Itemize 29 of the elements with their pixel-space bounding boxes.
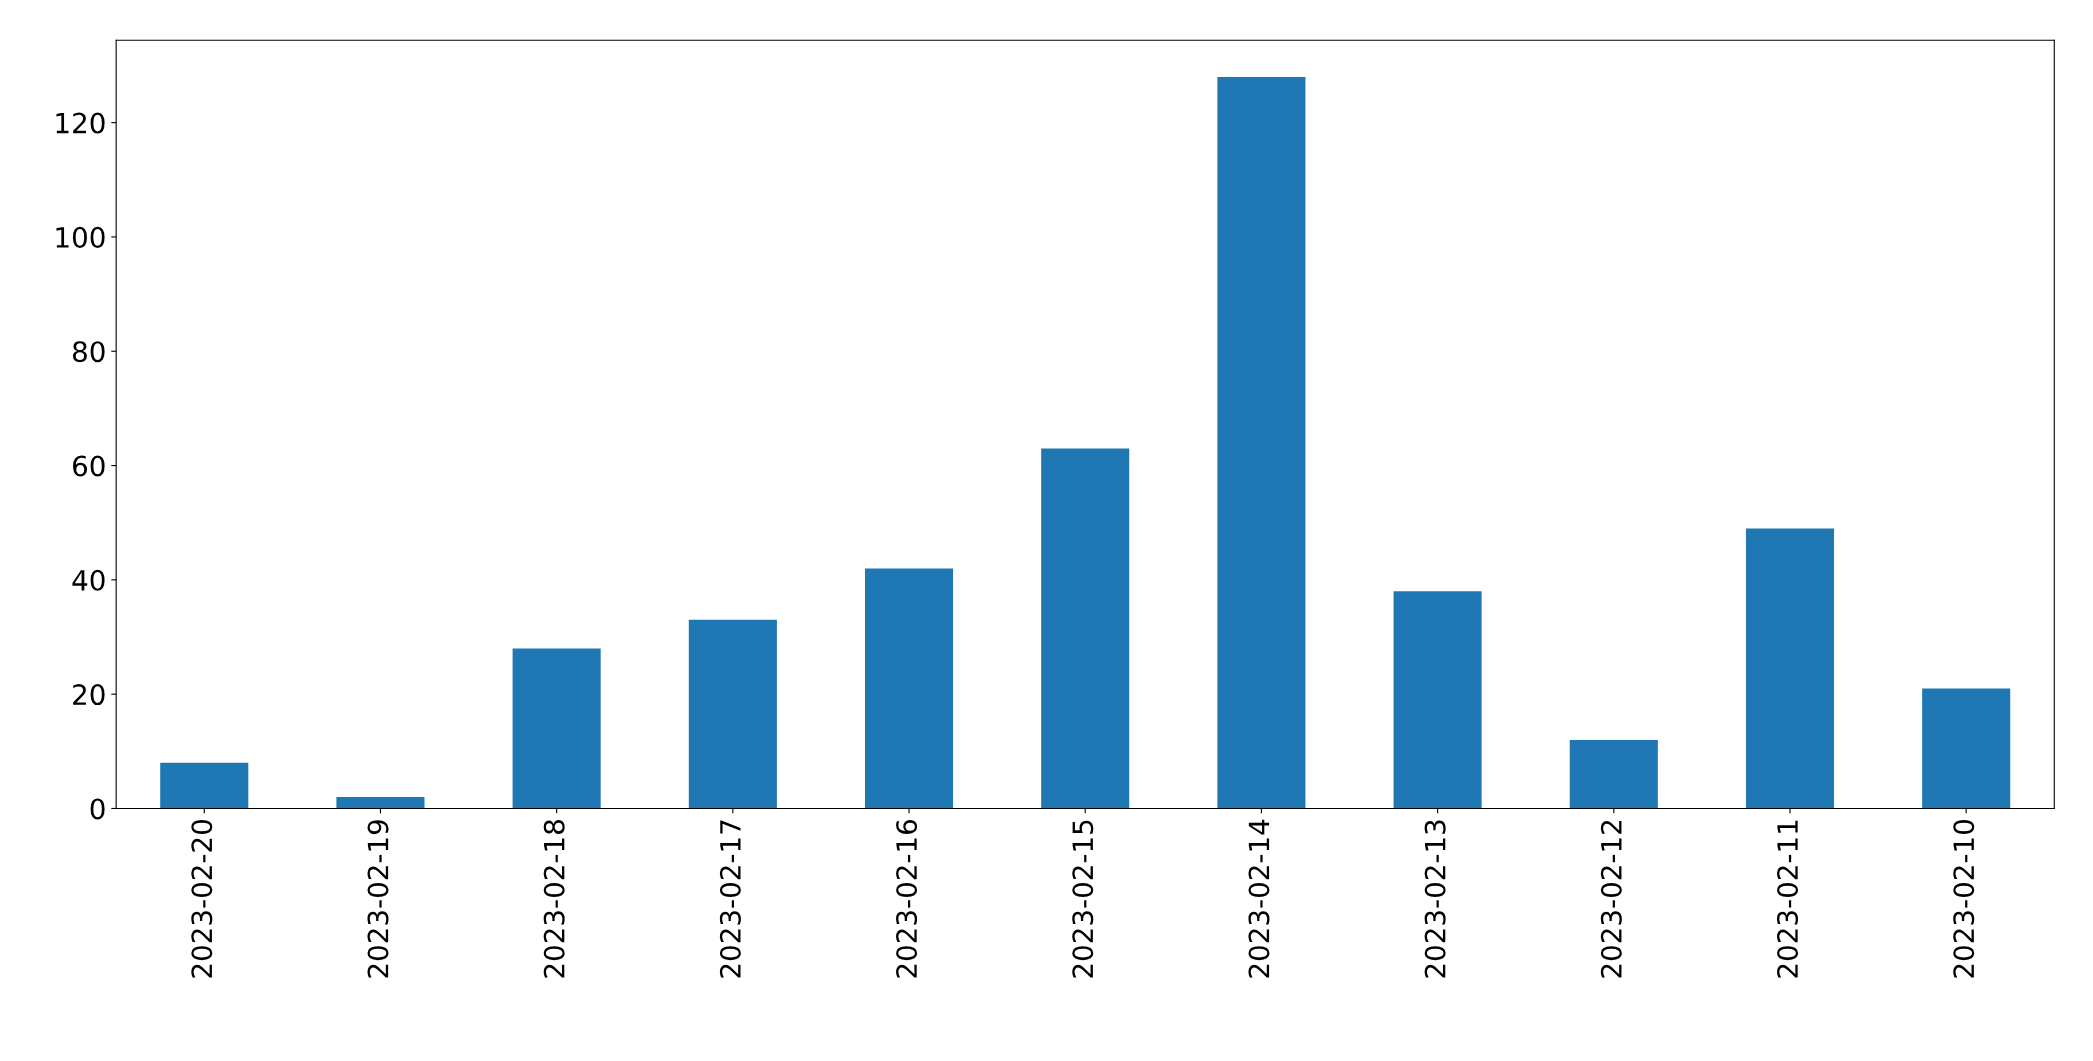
bar <box>1745 528 1835 809</box>
x-tick-label: 2023-02-13 <box>1424 820 1446 978</box>
y-tick-label: 0 <box>90 798 105 820</box>
bar <box>1922 688 2011 809</box>
bar <box>1569 739 1658 809</box>
bar <box>1041 448 1130 809</box>
x-tick-label: 2023-02-17 <box>719 820 741 978</box>
y-tick-label: 40 <box>72 569 105 591</box>
y-tick-label: 80 <box>72 341 105 363</box>
x-tick-label: 2023-02-19 <box>367 820 389 978</box>
bar <box>864 568 954 809</box>
x-tick-label: 2023-02-20 <box>191 820 213 978</box>
bar <box>1393 591 1482 809</box>
x-tick-label: 2023-02-12 <box>1600 820 1622 978</box>
bar <box>160 762 249 809</box>
y-tick-label: 20 <box>73 684 105 706</box>
bar <box>512 648 601 809</box>
x-tick-label: 2023-02-10 <box>1953 820 1975 978</box>
bar <box>336 797 425 809</box>
x-tick-label: 2023-02-11 <box>1777 820 1799 978</box>
x-tick-label: 2023-02-18 <box>543 820 565 978</box>
y-tick-label: 100 <box>56 226 105 248</box>
y-tick-label: 60 <box>73 455 105 477</box>
x-tick-label: 2023-02-14 <box>1248 819 1270 978</box>
y-tick-label: 120 <box>56 112 105 134</box>
x-tick-label: 2023-02-16 <box>896 819 918 978</box>
bar <box>1217 76 1306 809</box>
x-tick-label: 2023-02-15 <box>1072 820 1094 978</box>
bar <box>688 619 777 809</box>
